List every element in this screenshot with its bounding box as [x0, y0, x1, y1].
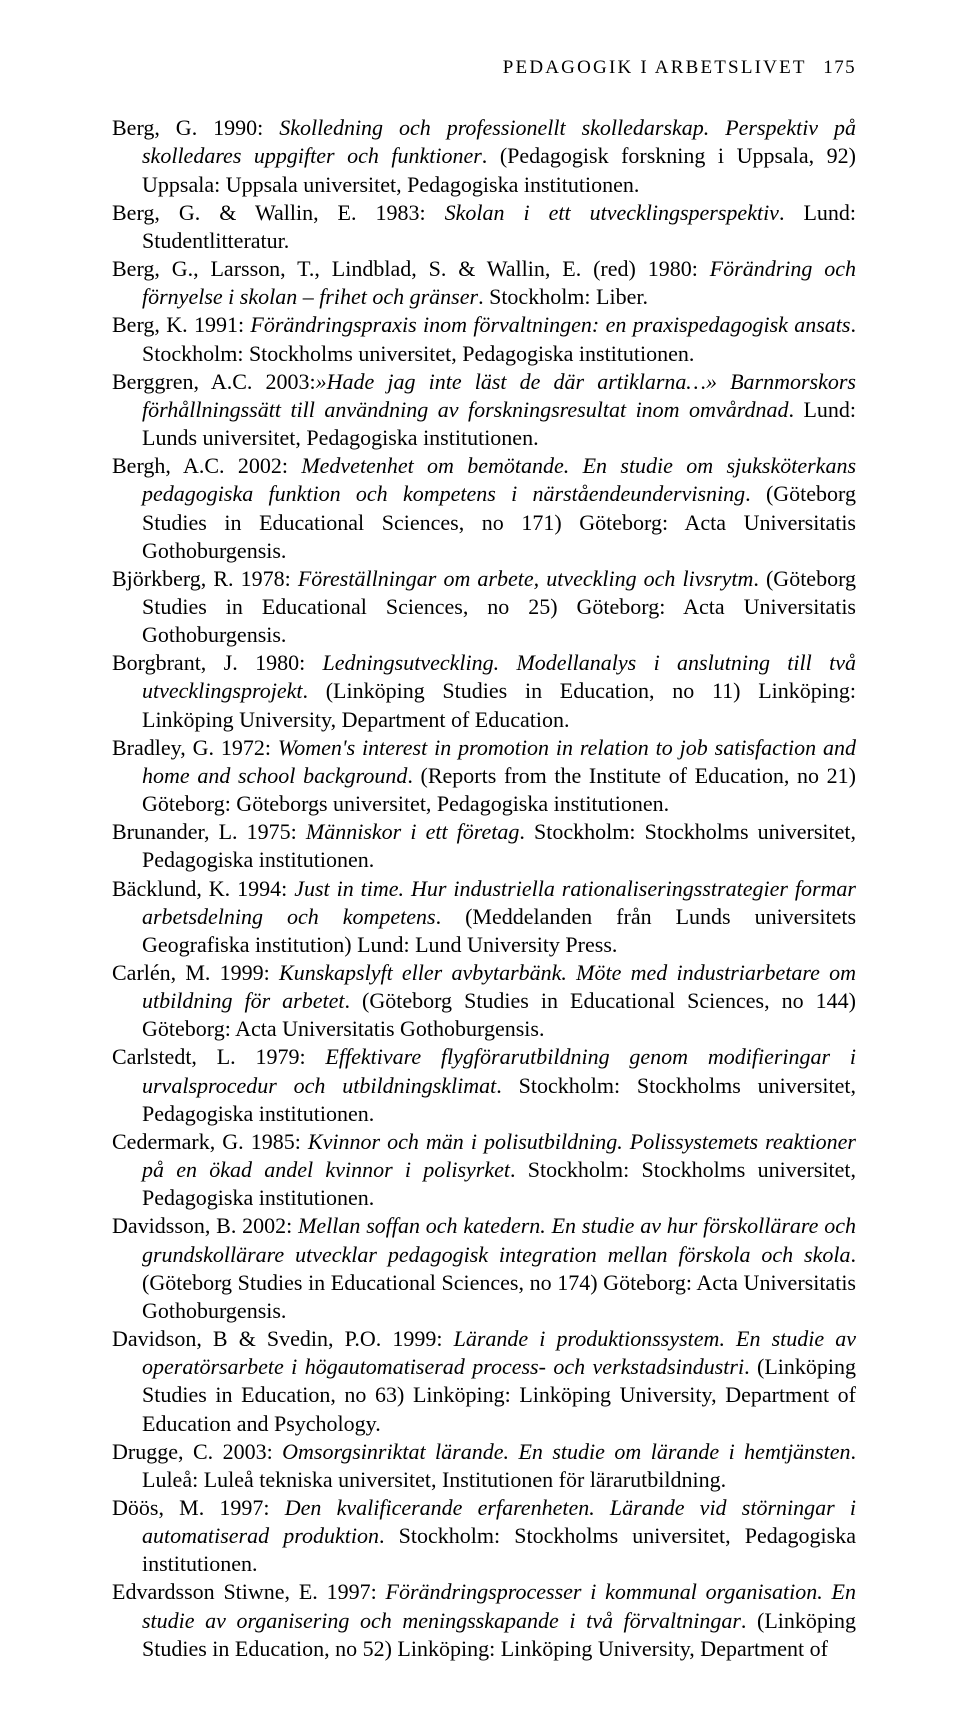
page-number: 175 — [823, 57, 856, 78]
reference-entry: Berg, G. 1990: Skolledning och professio… — [112, 114, 856, 198]
reference-entry: Berg, G. & Wallin, E. 1983: Skolan i ett… — [112, 199, 856, 255]
running-head: PEDAGOGIK I ARBETSLIVET 175 — [112, 56, 856, 80]
reference-entry: Döös, M. 1997: Den kvalificerande erfare… — [112, 1494, 856, 1578]
reference-entry: Carlstedt, L. 1979: Effektivare flygföra… — [112, 1043, 856, 1127]
reference-entry: Berggren, A.C. 2003:»Hade jag inte läst … — [112, 368, 856, 452]
reference-entry: Bradley, G. 1972: Women's interest in pr… — [112, 734, 856, 818]
page: PEDAGOGIK I ARBETSLIVET 175 Berg, G. 199… — [0, 0, 960, 1723]
reference-entry: Borgbrant, J. 1980: Ledningsutveckling. … — [112, 649, 856, 733]
reference-entry: Drugge, C. 2003: Omsorgsinriktat lärande… — [112, 1438, 856, 1494]
reference-entry: Björkberg, R. 1978: Föreställningar om a… — [112, 565, 856, 649]
reference-entry: Davidsson, B. 2002: Mellan soffan och ka… — [112, 1212, 856, 1325]
reference-entry: Carlén, M. 1999: Kunskapslyft eller avby… — [112, 959, 856, 1043]
reference-entry: Bäcklund, K. 1994: Just in time. Hur ind… — [112, 875, 856, 959]
reference-list: Berg, G. 1990: Skolledning och professio… — [112, 114, 856, 1663]
reference-entry: Cedermark, G. 1985: Kvinnor och män i po… — [112, 1128, 856, 1212]
reference-entry: Edvardsson Stiwne, E. 1997: Förändringsp… — [112, 1578, 856, 1662]
reference-entry: Davidson, B & Svedin, P.O. 1999: Lärande… — [112, 1325, 856, 1438]
reference-entry: Bergh, A.C. 2002: Medvetenhet om bemötan… — [112, 452, 856, 565]
running-title: PEDAGOGIK I ARBETSLIVET — [503, 57, 807, 78]
reference-entry: Berg, G., Larsson, T., Lindblad, S. & Wa… — [112, 255, 856, 311]
reference-entry: Berg, K. 1991: Förändringspraxis inom fö… — [112, 311, 856, 367]
reference-entry: Brunander, L. 1975: Människor i ett före… — [112, 818, 856, 874]
